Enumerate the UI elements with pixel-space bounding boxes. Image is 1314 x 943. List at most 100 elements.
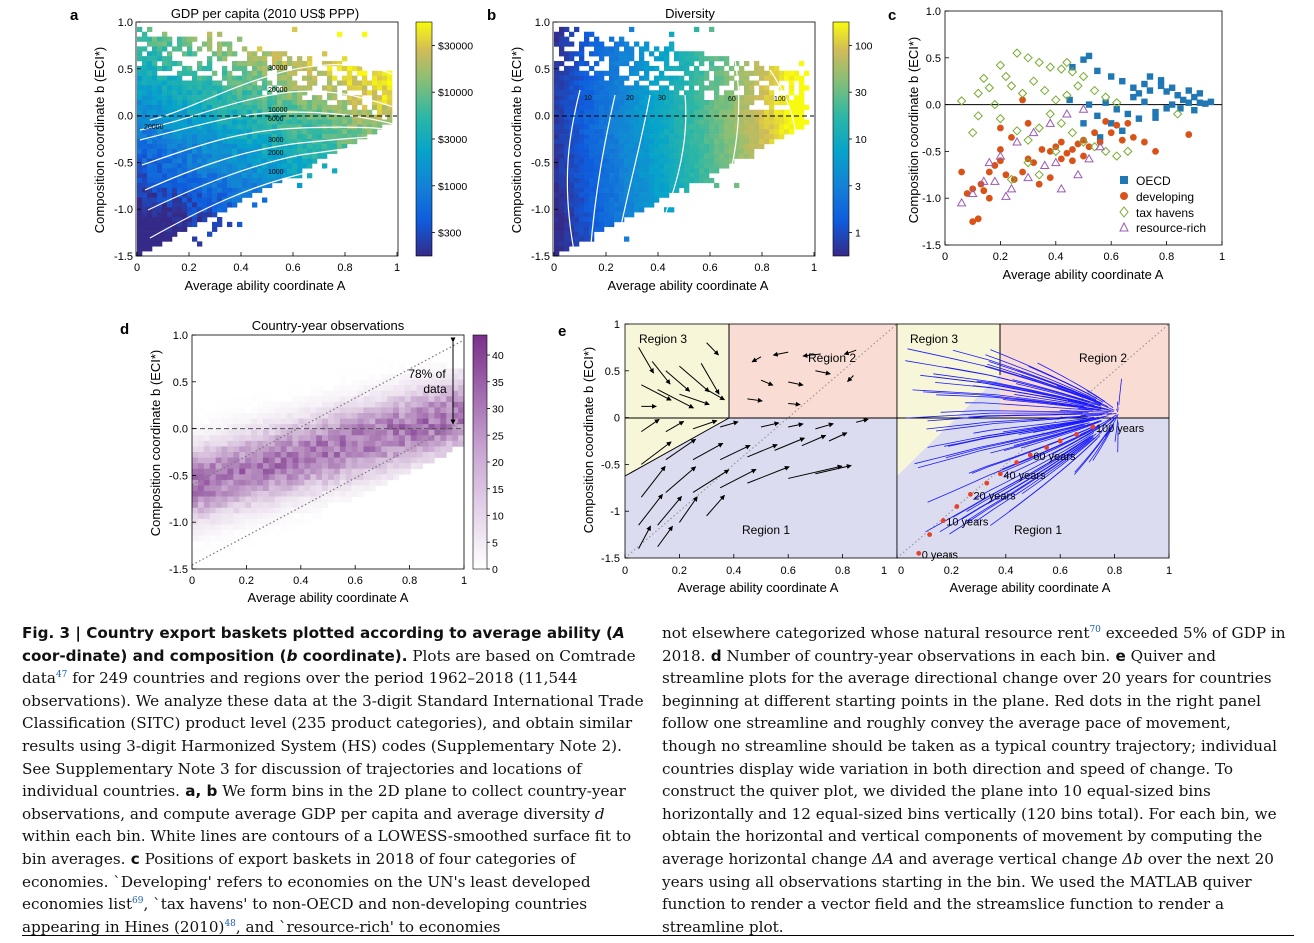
heatmap-cell: [679, 158, 685, 164]
heatmap-cell: [387, 104, 393, 111]
heatmap-cell: [247, 56, 253, 62]
heatmap-cell: [267, 143, 273, 150]
heatmap-cell: [749, 139, 755, 145]
heatmap-cell: [274, 468, 281, 475]
heatmap-cell: [357, 390, 364, 397]
heatmap-cell: [769, 139, 775, 145]
heatmap-cell: [217, 163, 223, 169]
heatmap-cell: [352, 104, 358, 111]
point-tax-haven: [1023, 53, 1033, 63]
heatmap-cell: [233, 452, 240, 458]
heatmap-cell: [381, 479, 388, 486]
reference-70-link[interactable]: 70: [1089, 624, 1101, 635]
heatmap-cell: [619, 192, 625, 198]
heatmap-cell: [749, 109, 755, 115]
heatmap-cell: [634, 70, 640, 76]
heatmap-cell: [272, 129, 278, 135]
heatmap-cell: [172, 100, 178, 106]
quiver-arrow: [815, 422, 834, 430]
heatmap-cell: [192, 139, 198, 145]
heatmap-cell: [584, 139, 590, 145]
legend-tax-havens: tax havens: [1136, 206, 1194, 220]
heatmap-cell: [574, 163, 580, 169]
streamline: [1114, 419, 1119, 442]
heatmap-cell: [579, 41, 585, 47]
quiver-arrow: [788, 401, 801, 407]
heatmap-cell: [237, 134, 243, 140]
heatmap-cell: [634, 178, 640, 184]
heatmap-cell: [157, 90, 163, 96]
heatmap-cell: [659, 143, 665, 150]
heatmap-cell: [262, 435, 270, 442]
heatmap-cell: [614, 51, 620, 57]
heatmap-cell: [345, 413, 352, 419]
heatmap-cell: [268, 429, 276, 436]
heatmap-cell: [257, 90, 263, 96]
panel-b-title: Diversity: [665, 6, 715, 21]
heatmap-cell: [312, 114, 318, 120]
heatmap-cell: [202, 119, 208, 125]
heatmap-cell: [207, 109, 213, 115]
heatmap-cell: [754, 129, 760, 135]
heatmap-cell: [799, 75, 805, 81]
heatmap-cell: [694, 109, 700, 115]
heatmap-cell: [192, 114, 198, 120]
heatmap-cell: [639, 119, 645, 125]
heatmap-cell: [242, 114, 248, 120]
heatmap-cell: [333, 479, 341, 486]
heatmap-cell: [422, 429, 429, 436]
heatmap-cell: [239, 413, 246, 419]
heatmap-cell: [286, 429, 293, 436]
heatmap-cell: [157, 182, 163, 189]
heatmap-cell: [203, 390, 211, 397]
heatmap-cell: [147, 95, 153, 101]
heatmap-cell: [232, 119, 238, 125]
heatmap-cell: [310, 407, 317, 414]
heatmap-cell: [297, 143, 303, 150]
heatmap-cell: [209, 440, 216, 447]
heatmap-cell: [387, 362, 394, 369]
heatmap-cell: [351, 429, 358, 436]
heatmap-cell: [192, 374, 199, 380]
reference-48-link[interactable]: 48: [224, 918, 236, 929]
heatmap-cell: [569, 90, 575, 96]
heatmap-cell: [754, 95, 760, 101]
heatmap-cell: [604, 168, 610, 174]
heatmap-cell: [221, 468, 228, 475]
heatmap-cell: [147, 163, 153, 169]
heatmap-cell: [724, 75, 730, 81]
heatmap-cell: [162, 75, 168, 81]
heatmap-cell: [345, 463, 352, 470]
heatmap-cell: [709, 148, 715, 154]
reference-47-link[interactable]: 47: [55, 670, 68, 681]
heatmap-cell: [604, 95, 610, 101]
heatmap-cell: [689, 134, 695, 140]
heatmap-cell: [187, 212, 193, 218]
heatmap-cell: [274, 496, 281, 503]
heatmap-cell: [252, 124, 258, 130]
heatmap-cell: [298, 485, 305, 492]
streamline: [968, 413, 1094, 418]
heatmap-cell: [227, 463, 234, 470]
heatmap-cell: [554, 124, 560, 130]
reference-69-link[interactable]: 69: [132, 896, 144, 907]
heatmap-cell: [619, 109, 625, 115]
quiver-arrow: [719, 444, 751, 461]
heatmap-cell: [589, 202, 595, 208]
heatmap-cell: [157, 134, 163, 140]
heatmap-cell: [257, 182, 263, 189]
heatmap-cell: [689, 158, 695, 164]
caption-panel-label-ab: a, b: [179, 782, 218, 801]
heatmap-cell: [375, 401, 382, 408]
heatmap-cell: [322, 407, 329, 414]
heatmap-cell: [292, 457, 299, 464]
heatmap-cell: [351, 435, 358, 442]
panel-b-ylabel: Composition coordinate b (ECI*): [509, 47, 524, 233]
heatmap-cell: [212, 207, 218, 213]
heatmap-cell: [594, 212, 600, 218]
heatmap-cell: [322, 435, 329, 442]
heatmap-cell: [192, 457, 199, 464]
heatmap-cell: [434, 379, 441, 386]
streamline: [1016, 399, 1102, 411]
heatmap-cell: [584, 70, 590, 76]
